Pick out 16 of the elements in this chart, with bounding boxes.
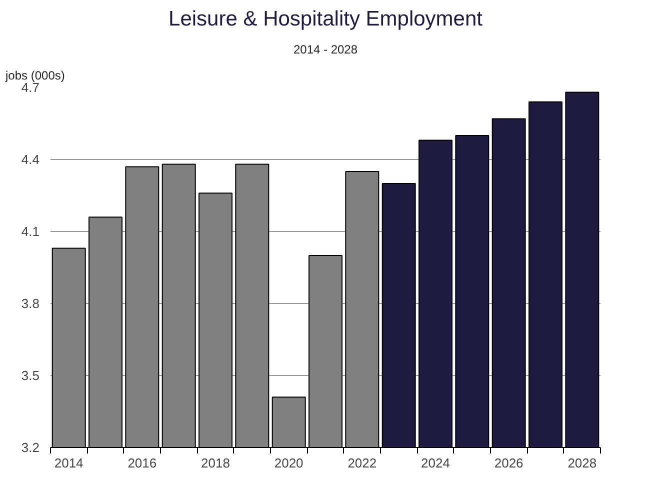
chart-title: Leisure & Hospitality Employment bbox=[168, 8, 483, 30]
y-tick-label: 3.5 bbox=[21, 368, 40, 383]
y-tick-label: 3.2 bbox=[21, 440, 40, 455]
x-tick-label: 2020 bbox=[274, 456, 304, 470]
chart-subtitle: 2014 - 2028 bbox=[293, 42, 358, 56]
y-tick-label: 4.1 bbox=[21, 224, 40, 239]
x-tick-label: 2016 bbox=[128, 456, 157, 470]
y-tick-label: 4.4 bbox=[21, 152, 40, 167]
x-tick-label: 2028 bbox=[568, 456, 597, 470]
x-tick-label: 2024 bbox=[421, 456, 450, 470]
x-tick-label: 2014 bbox=[54, 456, 84, 470]
x-tick-label: 2018 bbox=[201, 456, 230, 470]
x-tick-label: 2022 bbox=[348, 456, 377, 470]
y-axis-title: jobs (000s) bbox=[4, 68, 65, 82]
x-tick-label: 2026 bbox=[494, 456, 524, 470]
y-tick-label: 3.8 bbox=[21, 296, 40, 311]
